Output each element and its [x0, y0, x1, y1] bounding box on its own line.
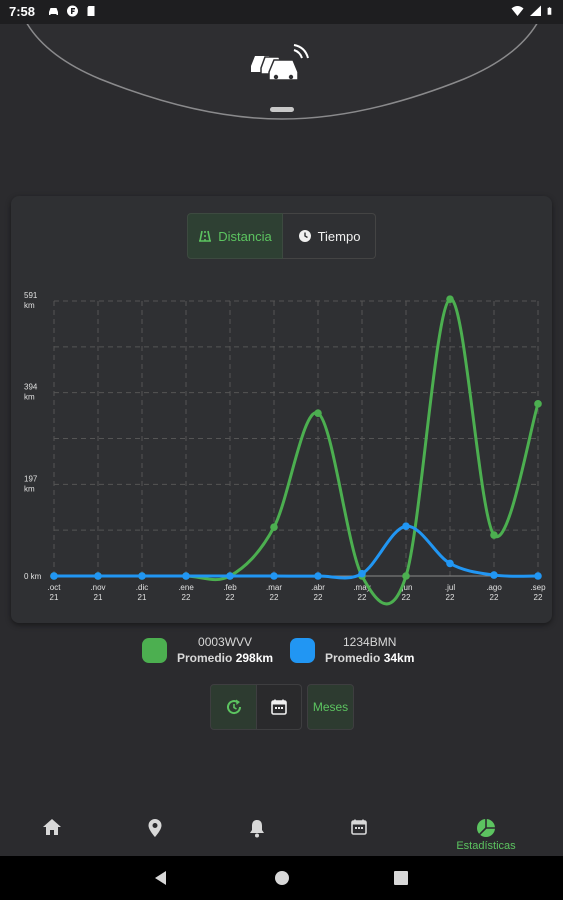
data-point-1234bmn[interactable]	[314, 572, 322, 580]
y-tick-label: 591 km	[24, 291, 38, 310]
x-tick-label: .ene 22	[178, 583, 194, 602]
series-line-0003wvv	[52, 297, 540, 606]
legend-average: Promedio 298km	[177, 651, 274, 665]
nav-notifications[interactable]	[245, 818, 269, 854]
car-icon	[49, 8, 58, 15]
x-tick-label: .nov 21	[90, 583, 105, 602]
data-point-1234bmn[interactable]	[402, 522, 410, 531]
nav-home[interactable]	[40, 818, 64, 854]
series-line-1234bmn	[52, 524, 540, 580]
cars-connected-icon	[251, 44, 309, 81]
calendar-icon	[351, 819, 367, 835]
x-tick-label: .jun 22	[400, 583, 413, 602]
nav-statistics[interactable]: Estadísticas	[446, 818, 526, 854]
data-point-1234bmn[interactable]	[94, 572, 102, 580]
nav-statistics-label: Estadísticas	[456, 840, 516, 852]
y-tick-label: 394 km	[24, 383, 38, 402]
data-point-1234bmn[interactable]	[226, 572, 234, 580]
legend-average-value: 298km	[235, 651, 274, 665]
back-icon[interactable]	[153, 870, 169, 886]
status-time: 7:58	[9, 4, 36, 19]
x-tick-label: .feb 22	[223, 583, 237, 602]
f-badge-icon	[67, 5, 78, 17]
data-point-0003wvv[interactable]	[446, 295, 454, 303]
bell-icon	[250, 820, 264, 838]
clock-icon	[298, 230, 311, 242]
data-point-0003wvv[interactable]	[490, 531, 498, 539]
data-point-0003wvv[interactable]	[270, 523, 278, 531]
legend-plate: 0003WVV	[198, 635, 253, 649]
home-circle-icon[interactable]	[274, 870, 290, 886]
calendar-button[interactable]	[257, 684, 302, 730]
x-tick-label: .ago 22	[486, 583, 502, 602]
nav-calendar[interactable]	[347, 818, 371, 854]
months-button[interactable]: Meses	[307, 684, 354, 730]
wifi-icon	[511, 6, 524, 16]
pie-chart-icon	[477, 819, 495, 837]
data-point-1234bmn[interactable]	[138, 572, 146, 580]
bottom-nav: Estadísticas	[0, 808, 563, 856]
data-point-1234bmn[interactable]	[270, 572, 278, 580]
location-pin-icon	[148, 819, 162, 837]
tab-tiempo-label: Tiempo	[317, 228, 361, 244]
legend-item-1234bmn: 1234BMN Promedio 34km	[290, 632, 414, 668]
data-point-0003wvv[interactable]	[314, 409, 322, 417]
tab-distancia[interactable]: Distancia	[187, 213, 283, 259]
y-tick-label: 0 km	[24, 572, 42, 581]
tab-tiempo[interactable]: Tiempo	[283, 213, 376, 259]
system-nav-bar	[0, 856, 563, 900]
refresh-icon	[226, 699, 241, 715]
distance-line-chart: 0 km 197 km 394 km 591 km .oct 21 .nov 21 .dic 21 .en…	[24, 291, 546, 606]
x-tick-label: .dic 21	[136, 583, 148, 602]
battery-icon	[547, 7, 552, 15]
data-point-1234bmn[interactable]	[490, 571, 498, 579]
signal-icon	[530, 5, 541, 16]
nav-location[interactable]	[143, 818, 167, 854]
drag-handle[interactable]	[270, 107, 294, 112]
data-point-0003wvv[interactable]	[402, 572, 410, 580]
sd-card-icon	[87, 6, 95, 16]
legend-average: Promedio 34km	[325, 651, 415, 665]
y-tick-label: 197 km	[24, 474, 38, 493]
calendar-icon	[271, 699, 287, 715]
data-point-1234bmn[interactable]	[358, 569, 366, 578]
legend-average-value: 34km	[383, 651, 415, 665]
data-point-1234bmn[interactable]	[534, 572, 542, 580]
x-tick-label: .sep 22	[530, 583, 546, 602]
stats-card: Distancia Tiempo 0 km 197 km 394 km 591 km .oct…	[11, 196, 552, 623]
legend-swatch-1234bmn	[290, 637, 315, 663]
tab-distancia-label: Distancia	[218, 228, 272, 244]
x-tick-label: .jul 22	[445, 583, 455, 602]
data-point-1234bmn[interactable]	[182, 572, 190, 580]
data-point-1234bmn[interactable]	[50, 572, 58, 580]
recents-icon[interactable]	[394, 871, 408, 885]
x-tick-label: .abr 22	[311, 583, 325, 602]
home-icon	[43, 819, 61, 835]
status-bar: 7:58	[0, 0, 563, 24]
legend-plate: 1234BMN	[343, 635, 397, 649]
x-tick-label: .may 22	[353, 583, 370, 602]
data-point-0003wvv[interactable]	[534, 400, 542, 408]
refresh-button[interactable]	[210, 684, 257, 730]
legend-swatch-0003wvv	[142, 637, 167, 663]
data-point-1234bmn[interactable]	[446, 559, 454, 568]
x-tick-label: .mar 22	[266, 583, 282, 602]
legend-item-0003wvv: 0003WVV Promedio 298km	[142, 632, 273, 668]
x-tick-label: .oct 21	[48, 583, 62, 602]
road-icon	[199, 230, 212, 242]
